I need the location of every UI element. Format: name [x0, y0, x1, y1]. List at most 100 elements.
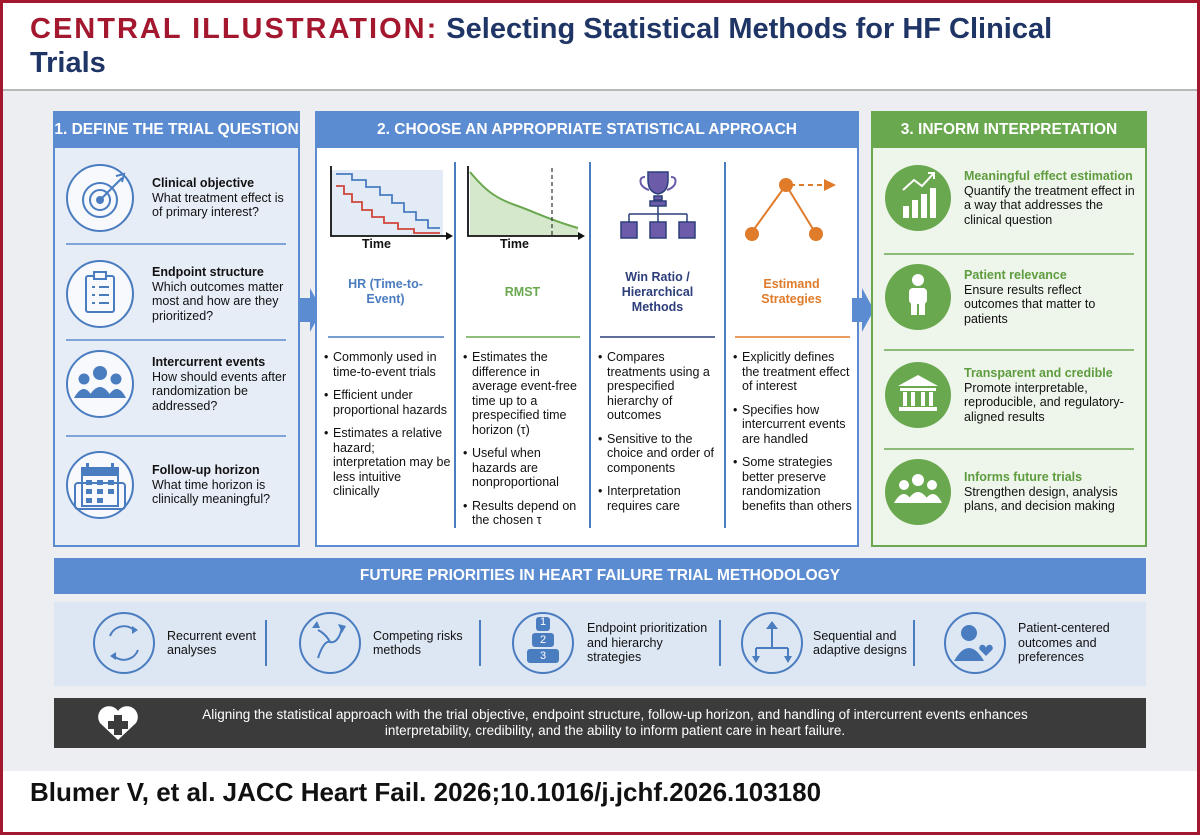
- priorities-shape-shape: [766, 621, 778, 629]
- priorities-shape-shape: [317, 627, 343, 659]
- panel-3-shape-shape: [911, 392, 915, 406]
- panel-1-shape-shape: [110, 373, 122, 385]
- panel-1-shape-shape: [86, 480, 92, 485]
- panel-2-shape: [330, 166, 446, 237]
- footer-text: Aligning the statistical approach with t…: [202, 707, 1028, 738]
- priority-item: Recurrent event analyses: [167, 628, 256, 658]
- panel-2-shape: [751, 184, 817, 235]
- panel-3-shape-shape: [899, 480, 909, 490]
- interpretation-item: Meaningful effect estimation Quantify the…: [964, 150, 1136, 246]
- panel-2-shape-shape: [649, 221, 667, 239]
- panel-2-shape: [336, 173, 440, 229]
- interpretation-item: Informs future trials Strengthen design, …: [964, 444, 1136, 540]
- panel-1-shape-shape: [86, 463, 89, 470]
- axis-label: Time: [362, 237, 391, 251]
- panel-3-shape-shape: [899, 407, 937, 411]
- item-text: What time horizon is clinically meaningf…: [152, 477, 271, 507]
- method-bullets: Compares treatments using a prespecified…: [598, 350, 721, 522]
- panel-1-shape-shape: [88, 387, 112, 398]
- priorities-shape-shape: [954, 648, 984, 661]
- question-item: Clinical objective What treatment effect …: [152, 150, 292, 246]
- panel-1-shape-shape: [97, 498, 103, 503]
- panel-3-shape-shape: [911, 300, 917, 315]
- question-item: Intercurrent events How should events aft…: [152, 336, 292, 432]
- panel-header: 2. CHOOSE AN APPROPRIATE STATISTICAL APP…: [377, 121, 797, 138]
- panel-2-shape: [446, 232, 453, 240]
- panel-header: 1. DEFINE THE TRIAL QUESTION: [54, 121, 299, 138]
- panel-1-shape-shape: [74, 389, 93, 398]
- panel-1-shape: [74, 366, 126, 503]
- method-name: Estimand Strategies: [761, 277, 822, 306]
- panel-2-shape-shape: [647, 171, 669, 195]
- method-bullets: Explicitly defines the treatment effect …: [733, 350, 854, 522]
- priorities-shape-shape: [299, 612, 361, 674]
- priorities-shape-shape: [752, 656, 760, 663]
- title: CENTRAL ILLUSTRATION: Selecting Statisti…: [30, 12, 1110, 80]
- panel-1-shape-shape: [97, 480, 103, 485]
- panel-3-shape-shape: [929, 392, 933, 406]
- bullet: Sensitive to the choice and order of com…: [598, 432, 721, 476]
- priorities-shape: [54, 558, 1146, 594]
- item-text: How should events after randomization be…: [152, 369, 287, 413]
- panel-2-shape: [779, 178, 793, 192]
- panel-2-shape: [331, 170, 443, 236]
- item-heading: Endpoint structure: [152, 265, 264, 279]
- priorities-shape-shape: [527, 649, 559, 663]
- bullet: Useful when hazards are nonproportional: [463, 446, 586, 490]
- priorities-shape-shape: [784, 656, 792, 663]
- item-heading: Follow-up horizon: [152, 463, 260, 478]
- bullet: Efficient under proportional hazards: [324, 388, 451, 417]
- panel-3-shape-shape: [912, 274, 924, 286]
- item-heading: Informs future trials: [964, 470, 1083, 485]
- panel-3-shape: [872, 112, 1146, 148]
- panel-1-shape-shape: [89, 189, 111, 211]
- priorities-shape-shape: [961, 625, 977, 641]
- method-name: Win Ratio / Hierarchical Methods: [621, 269, 694, 314]
- axis-label: Time: [500, 237, 529, 251]
- panel-2-shape: [639, 176, 677, 191]
- panel-3-shape-shape: [885, 362, 951, 428]
- panel-2-shape: [469, 171, 579, 229]
- method-bullets: Commonly used in time-to-event trials Eff…: [324, 350, 451, 508]
- panel-3-shape-shape: [921, 194, 927, 218]
- bullet: Compares treatments using a prespecified…: [598, 350, 721, 423]
- panel-3-shape-shape: [919, 300, 925, 315]
- panel-2-shape: [745, 227, 759, 241]
- bullet: Specifies how intercurrent events are ha…: [733, 403, 854, 447]
- bullet: Some strategies better preserve randomiz…: [733, 455, 854, 513]
- footer-bar: [54, 698, 1146, 748]
- panel-3-shape-shape: [906, 492, 930, 503]
- panel-1-shape: [74, 172, 126, 510]
- priorities-shape-shape: [110, 652, 116, 660]
- bullet: Interpretation requires care: [598, 484, 721, 513]
- panel-1-shape-shape: [86, 489, 92, 494]
- panel-3-shape-shape: [927, 480, 937, 490]
- priorities-shape-shape: [532, 633, 554, 647]
- item-heading: Clinical objective: [152, 176, 255, 191]
- panel-1-shape-shape: [108, 480, 114, 485]
- panel-2-shape: [824, 179, 836, 191]
- icon-number: 1: [539, 616, 547, 628]
- footer-bar-shape: [108, 715, 128, 735]
- panel-1-shape: [81, 467, 119, 507]
- panel-1-shape: [54, 112, 299, 148]
- priorities: [54, 558, 1146, 686]
- bullet: Results depend on the chosen τ: [463, 499, 586, 528]
- priorities-shape-shape: [755, 627, 789, 656]
- priorities-shape-shape: [132, 626, 138, 634]
- panel-2-shape-shape: [678, 221, 696, 239]
- item-text: Strengthen design, analysis plans, and d…: [964, 484, 1118, 514]
- priorities-shape-shape: [312, 621, 320, 628]
- method-name: RMST: [504, 284, 541, 299]
- icon-number: 2: [539, 634, 547, 646]
- item-text: What treatment effect is of primary inte…: [152, 190, 284, 220]
- priorities-shape-shape: [338, 624, 346, 633]
- panel-1-shape-shape: [96, 196, 104, 204]
- panel-2-shape: [467, 166, 578, 237]
- panel-3-shape-shape: [930, 188, 936, 218]
- citation: Blumer V, et al. JACC Heart Fail. 2026;1…: [30, 777, 822, 807]
- arrow: [300, 288, 322, 332]
- panel-1-shape-shape: [66, 350, 134, 418]
- panel-3: [871, 111, 1147, 547]
